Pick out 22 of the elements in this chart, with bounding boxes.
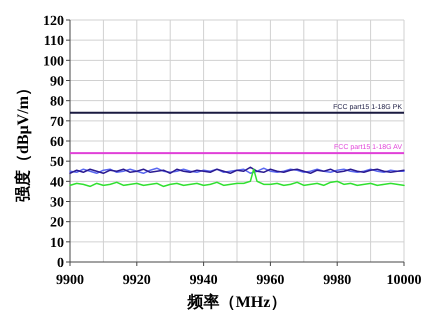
x-tick-label: 9920 — [122, 273, 151, 288]
y-axis-title: 强度（dBμV/m） — [13, 80, 32, 202]
y-tick-label: 70 — [50, 114, 64, 130]
x-tick-label: 9980 — [323, 273, 352, 288]
y-tick-label: 90 — [50, 74, 64, 90]
x-tick-label: 9900 — [56, 273, 84, 288]
y-tick-label: 0 — [57, 256, 64, 271]
y-tick-label: 10 — [50, 236, 64, 251]
x-tick-label: 9960 — [256, 273, 284, 288]
y-tick-label: 110 — [44, 34, 64, 50]
x-tick-label: 9940 — [190, 273, 218, 288]
y-tick-label: 40 — [50, 175, 64, 190]
y-tick-label: 60 — [50, 135, 64, 150]
y-tick-label: 30 — [50, 196, 64, 210]
y-tick-label: 120 — [43, 14, 64, 29]
y-tick-label: 50 — [50, 155, 64, 170]
x-axis-title: 频率（MHz） — [186, 292, 286, 311]
x-tick-label: 10000 — [386, 273, 422, 288]
y-tick-label: 80 — [50, 94, 64, 110]
y-tick-label: 100 — [43, 54, 64, 70]
y-tick-label: 20 — [50, 216, 64, 231]
line-series — [69, 168, 405, 188]
